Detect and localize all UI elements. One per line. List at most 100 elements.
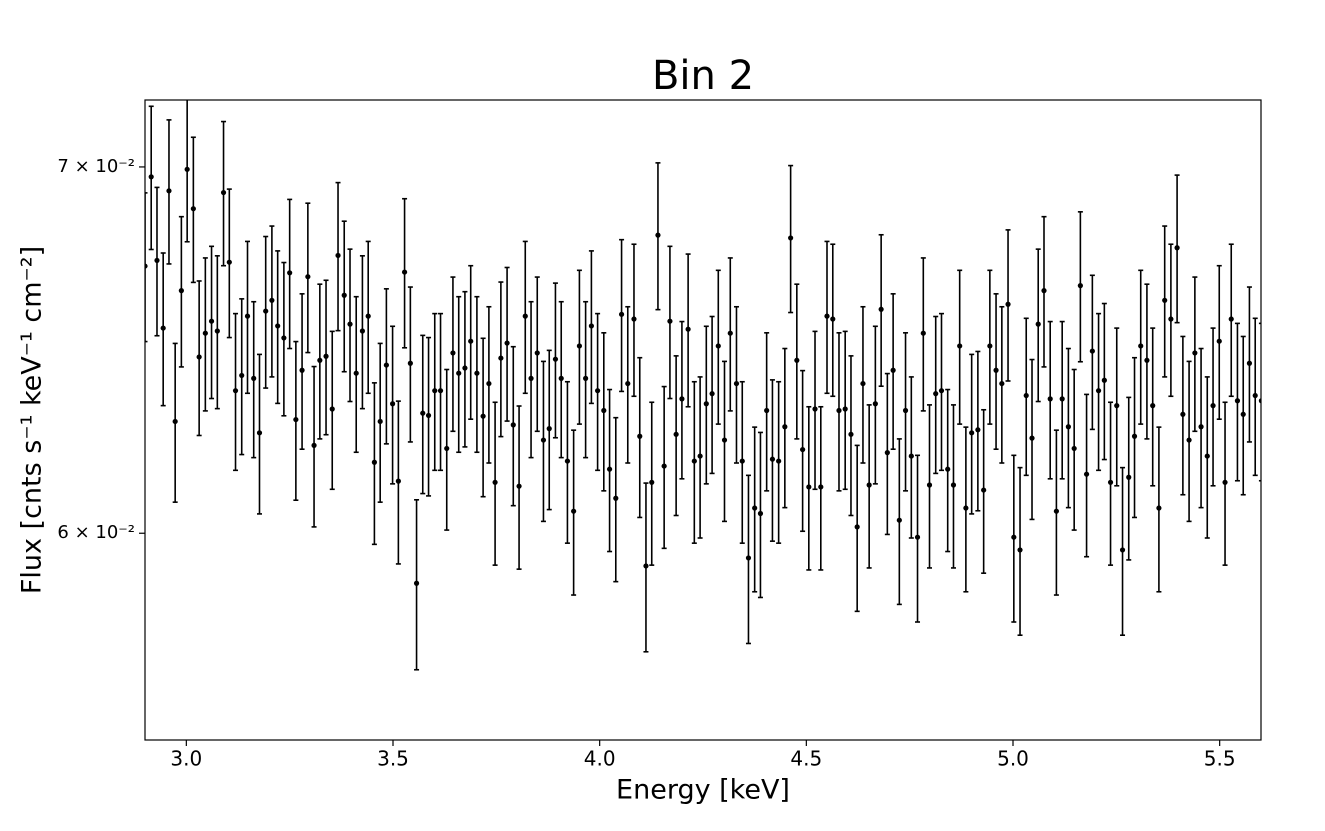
data-point — [516, 483, 522, 489]
data-point — [987, 343, 993, 349]
data-point — [727, 330, 733, 336]
data-point — [1252, 392, 1258, 399]
data-point — [341, 292, 347, 298]
data-point — [1216, 338, 1222, 344]
data-point — [685, 326, 691, 332]
data-point — [160, 325, 166, 331]
data-point — [1144, 357, 1150, 363]
error-bar — [1258, 322, 1261, 482]
data-point — [1119, 547, 1126, 553]
data-point — [1228, 316, 1234, 322]
data-point — [287, 270, 293, 276]
data-point — [486, 380, 492, 387]
data-point — [377, 418, 383, 425]
data-point — [625, 380, 631, 387]
data-point — [244, 313, 251, 319]
data-point — [571, 508, 577, 514]
data-point — [824, 313, 830, 319]
data-point — [733, 380, 740, 387]
data-point — [806, 484, 812, 490]
data-point — [1198, 424, 1204, 430]
data-point — [920, 330, 926, 336]
data-point — [335, 252, 341, 259]
data-point — [637, 433, 643, 439]
data-point — [764, 407, 770, 414]
data-point — [601, 407, 607, 414]
data-point — [492, 479, 498, 485]
data-point — [1011, 534, 1017, 540]
data-point — [854, 524, 860, 530]
data-point — [401, 269, 408, 275]
data-point — [196, 354, 202, 360]
data-point — [1017, 547, 1023, 553]
data-point — [395, 478, 401, 484]
data-point — [546, 426, 552, 432]
data-point — [1047, 396, 1053, 402]
data-point — [172, 418, 178, 425]
data-point — [323, 353, 329, 359]
data-point — [1029, 435, 1035, 441]
data-point — [437, 388, 444, 394]
data-point — [1126, 474, 1132, 480]
data-point — [450, 350, 456, 356]
y-tick-label: 6 × 10⁻² — [57, 522, 135, 543]
data-point — [166, 188, 172, 194]
data-point — [371, 459, 377, 465]
data-point — [1107, 479, 1114, 485]
data-point — [800, 446, 806, 453]
data-point — [902, 407, 909, 414]
data-point — [830, 316, 836, 322]
data-point — [950, 482, 957, 488]
data-point — [703, 401, 709, 407]
data-point — [311, 442, 317, 448]
data-point — [673, 431, 679, 437]
data-point — [540, 437, 547, 443]
data-point — [884, 450, 890, 456]
data-point — [1035, 321, 1041, 327]
data-point — [794, 357, 800, 363]
data-point — [583, 375, 589, 381]
data-point — [1210, 403, 1216, 409]
data-point — [1089, 348, 1095, 354]
data-point — [679, 396, 685, 402]
data-point — [1222, 479, 1228, 485]
data-point — [1234, 398, 1241, 404]
data-point — [359, 328, 366, 334]
data-point — [432, 388, 438, 394]
data-point — [890, 367, 896, 373]
data-point — [504, 340, 510, 346]
data-point — [1138, 343, 1144, 349]
data-point — [407, 360, 413, 366]
data-point — [661, 463, 667, 469]
data-point — [782, 424, 788, 430]
data-point — [878, 306, 884, 312]
data-point — [1005, 301, 1011, 307]
data-point — [510, 422, 516, 428]
data-point — [588, 323, 595, 329]
data-point — [1023, 392, 1029, 399]
data-point — [293, 416, 299, 423]
data-point — [969, 430, 975, 436]
data-point — [752, 505, 758, 511]
data-point — [220, 189, 227, 196]
data-point — [993, 367, 999, 373]
data-point — [745, 555, 752, 561]
data-point — [383, 362, 389, 368]
data-point — [631, 316, 637, 322]
data-point — [269, 297, 275, 303]
x-tick-label: 3.5 — [377, 747, 409, 771]
data-point — [1053, 508, 1059, 514]
data-point — [691, 458, 697, 464]
data-point — [1071, 445, 1077, 452]
data-point — [643, 563, 649, 569]
data-point — [456, 370, 462, 376]
data-point — [256, 430, 263, 436]
data-point — [812, 406, 818, 412]
data-point — [896, 517, 902, 523]
data-point — [1180, 411, 1186, 417]
data-point — [1077, 283, 1083, 289]
x-tick-label: 5.0 — [997, 747, 1029, 771]
x-tick-label: 3.0 — [170, 747, 202, 771]
data-point — [999, 380, 1005, 387]
data-point — [480, 413, 486, 419]
